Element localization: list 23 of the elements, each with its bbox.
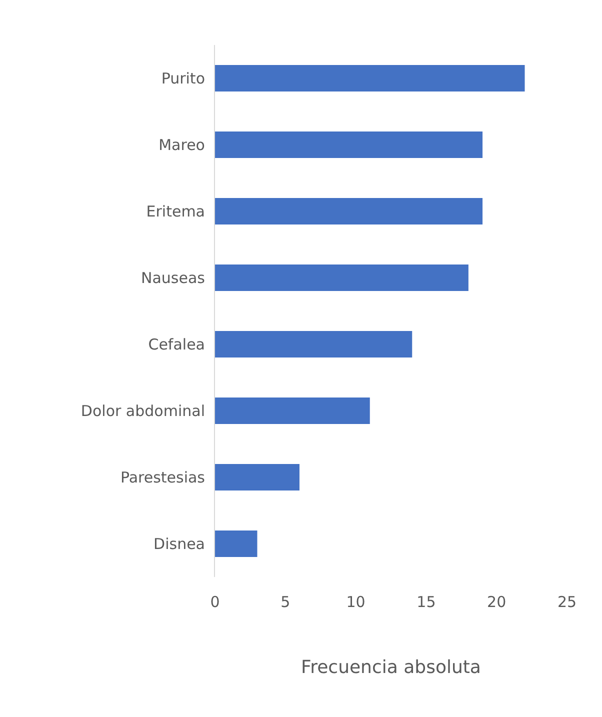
bar (215, 330, 412, 358)
y-tick-label: Disnea (154, 535, 205, 553)
y-tick-label: Parestesias (120, 468, 206, 486)
bar (215, 464, 300, 491)
x-tick-label: 15 (416, 593, 436, 611)
x-axis-title: Frecuencia absoluta (301, 657, 481, 678)
bar (215, 264, 468, 292)
x-tick-label: 25 (557, 593, 577, 611)
bar (215, 530, 258, 558)
x-tick-label: 20 (487, 593, 506, 611)
bar (215, 64, 525, 92)
x-tick-label: 0 (210, 593, 220, 611)
x-tick-label: 10 (346, 593, 366, 611)
bar (215, 131, 483, 158)
x-tick-label: 5 (280, 593, 290, 611)
bar (215, 397, 370, 424)
y-tick-label: Nauseas (141, 269, 206, 287)
y-tick-label: Purito (161, 70, 205, 88)
y-tick-label: Eritema (146, 202, 205, 220)
y-tick-label: Cefalea (148, 336, 205, 354)
y-tick-label: Mareo (158, 136, 205, 154)
bar (215, 198, 483, 225)
y-tick-label: Dolor abdominal (80, 402, 205, 420)
